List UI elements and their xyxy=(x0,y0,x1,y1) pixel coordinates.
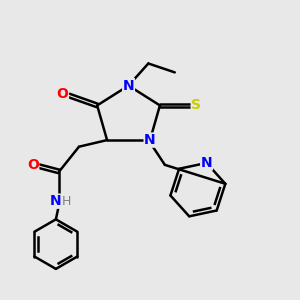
Text: H: H xyxy=(62,195,71,208)
Text: O: O xyxy=(56,87,68,101)
Text: N: N xyxy=(50,194,61,208)
Text: N: N xyxy=(201,156,212,170)
Text: O: O xyxy=(27,158,39,172)
Text: N: N xyxy=(123,79,134,93)
Text: S: S xyxy=(191,98,201,112)
Text: N: N xyxy=(144,133,156,147)
